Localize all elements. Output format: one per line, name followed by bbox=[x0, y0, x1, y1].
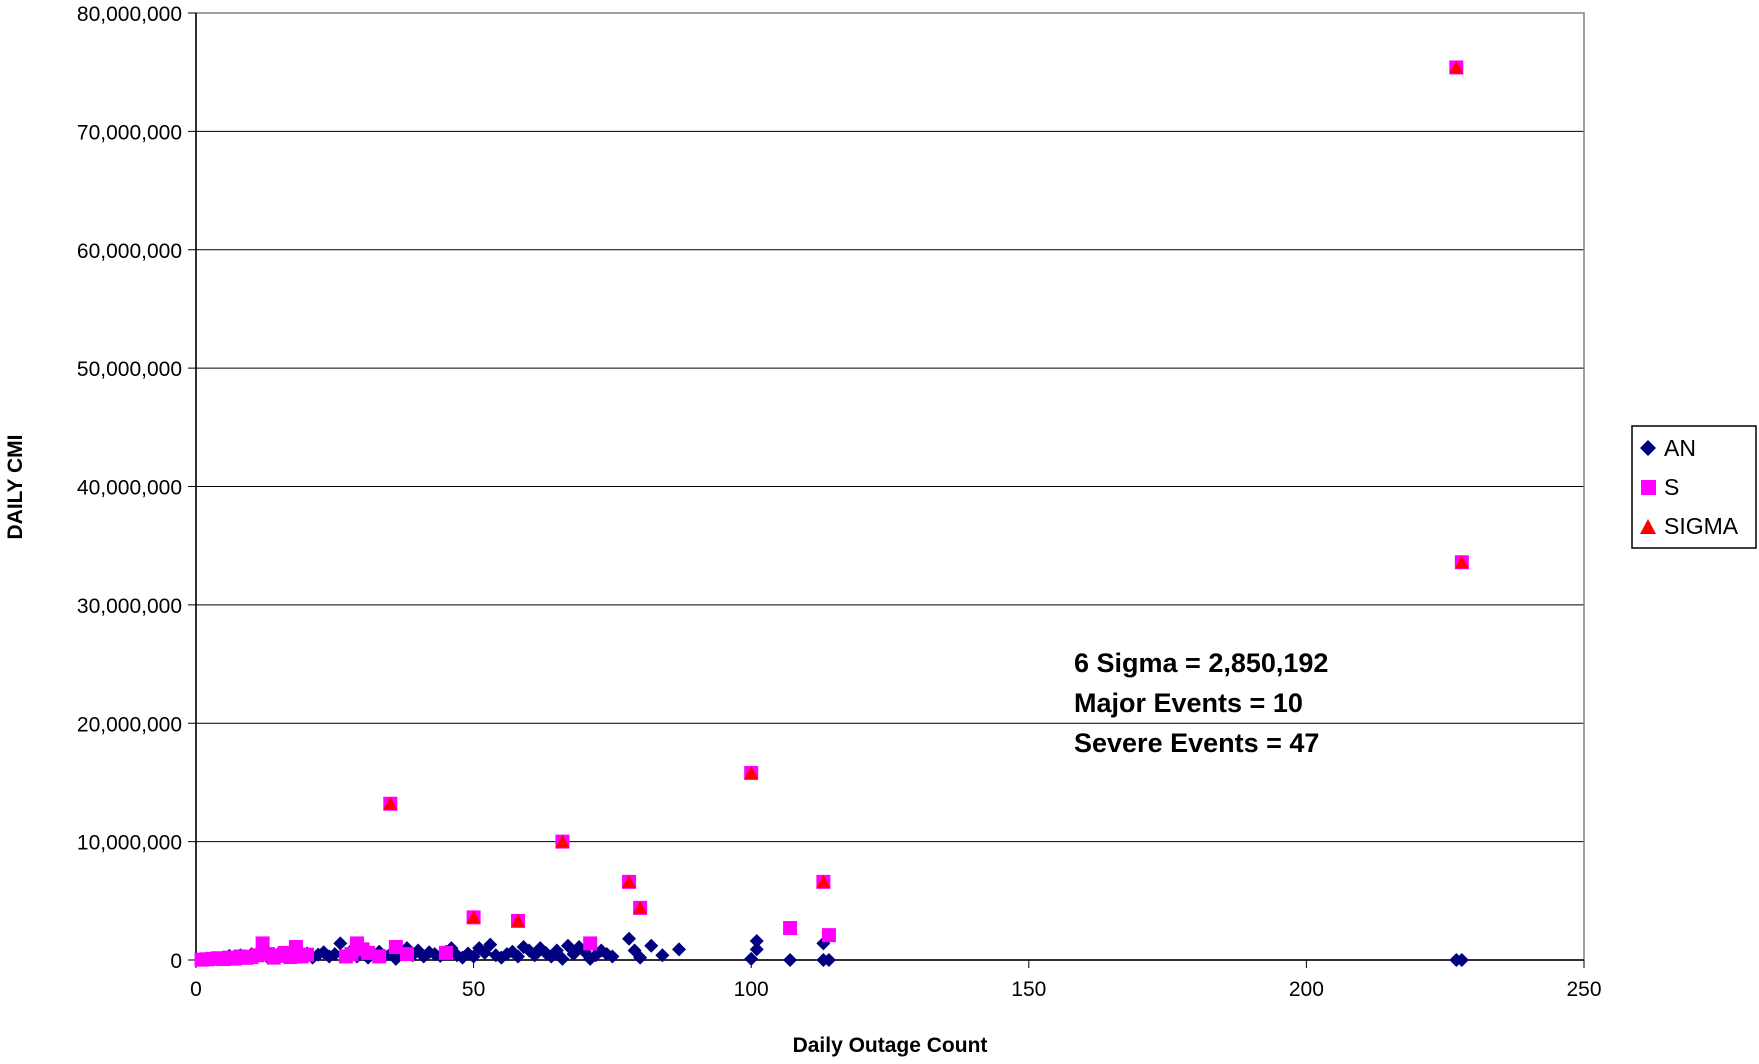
x-tick-label: 200 bbox=[1289, 978, 1324, 1001]
data-point-an bbox=[333, 936, 348, 951]
legend-triangle-icon bbox=[1640, 519, 1656, 534]
annotation-sigma: 6 Sigma = 2,850,192 bbox=[1074, 648, 1328, 678]
x-tick-label: 50 bbox=[462, 978, 485, 1001]
data-point-an bbox=[672, 942, 687, 957]
legend-label-an: AN bbox=[1664, 435, 1696, 461]
y-tick-label: 30,000,000 bbox=[77, 595, 182, 618]
data-point-sigma bbox=[744, 765, 759, 779]
gridlines bbox=[196, 12, 1584, 843]
data-point-sigma bbox=[555, 834, 570, 848]
data-point-sigma bbox=[511, 913, 526, 927]
data-point-an bbox=[327, 947, 342, 962]
data-point-sigma bbox=[816, 874, 831, 888]
data-point-s bbox=[783, 921, 798, 936]
annotation-major-events: Major Events = 10 bbox=[1074, 688, 1303, 718]
data-point-an bbox=[655, 948, 670, 963]
x-tick-label: 150 bbox=[1011, 978, 1046, 1001]
data-point-an bbox=[744, 951, 759, 966]
data-point-an bbox=[821, 953, 836, 967]
data-point-s bbox=[300, 947, 315, 962]
legend-square-icon bbox=[1641, 480, 1656, 495]
annotation-severe-events: Severe Events = 47 bbox=[1074, 728, 1319, 758]
data-point-s bbox=[821, 928, 836, 943]
data-point-sigma bbox=[1454, 555, 1469, 569]
data-point-s bbox=[255, 936, 270, 951]
data-point-an bbox=[749, 942, 764, 957]
y-tick-label: 50,000,000 bbox=[77, 358, 182, 381]
legend-label-sigma: SIGMA bbox=[1664, 513, 1739, 539]
x-tick-label: 250 bbox=[1566, 978, 1601, 1001]
data-point-s bbox=[372, 949, 387, 964]
x-tick-label: 0 bbox=[190, 978, 202, 1001]
y-tick-label: 40,000,000 bbox=[77, 477, 182, 500]
x-axis-title: Daily Outage Count bbox=[793, 1034, 988, 1057]
data-point-an bbox=[605, 949, 620, 964]
data-point-s bbox=[438, 945, 453, 960]
data-point-an bbox=[749, 934, 764, 949]
data-point-an bbox=[783, 953, 798, 967]
series-sigma bbox=[383, 60, 1469, 927]
data-points bbox=[194, 60, 1469, 967]
data-point-sigma bbox=[1449, 60, 1464, 74]
y-axis-title: DAILY CMI bbox=[4, 434, 27, 539]
legend-label-s: S bbox=[1664, 474, 1679, 500]
data-point-an bbox=[644, 938, 659, 953]
y-tick-label: 20,000,000 bbox=[77, 713, 182, 736]
data-point-s bbox=[388, 939, 403, 954]
data-point-an bbox=[483, 937, 498, 952]
data-point-s bbox=[361, 945, 376, 960]
y-tick-label: 60,000,000 bbox=[77, 240, 182, 263]
series-s bbox=[194, 60, 1469, 967]
data-point-sigma bbox=[633, 900, 648, 914]
data-point-sigma bbox=[622, 874, 637, 888]
data-point-s bbox=[250, 948, 265, 963]
y-tick-label: 70,000,000 bbox=[77, 121, 182, 144]
data-point-an bbox=[511, 949, 526, 964]
y-tick-label: 80,000,000 bbox=[77, 3, 182, 26]
data-point-s bbox=[399, 947, 414, 962]
data-point-an bbox=[622, 931, 637, 946]
legend-diamond-icon bbox=[1640, 440, 1656, 456]
data-point-s bbox=[583, 936, 598, 951]
data-point-sigma bbox=[383, 796, 398, 810]
data-point-an bbox=[555, 951, 570, 966]
data-point-sigma bbox=[466, 910, 481, 924]
data-point-an bbox=[1454, 953, 1469, 967]
y-tick-label: 10,000,000 bbox=[77, 832, 182, 855]
annotation-box: 6 Sigma = 2,850,192 Major Events = 10 Se… bbox=[1074, 648, 1328, 758]
x-tick-label: 100 bbox=[734, 978, 769, 1001]
data-point-an bbox=[633, 950, 648, 965]
data-point-s bbox=[344, 947, 359, 962]
y-tick-label: 0 bbox=[170, 950, 182, 973]
axes: 0 10,000,000 20,000,000 30,000,000 40,000,00… bbox=[77, 3, 1602, 1001]
legend: AN S SIGMA bbox=[1631, 425, 1757, 549]
